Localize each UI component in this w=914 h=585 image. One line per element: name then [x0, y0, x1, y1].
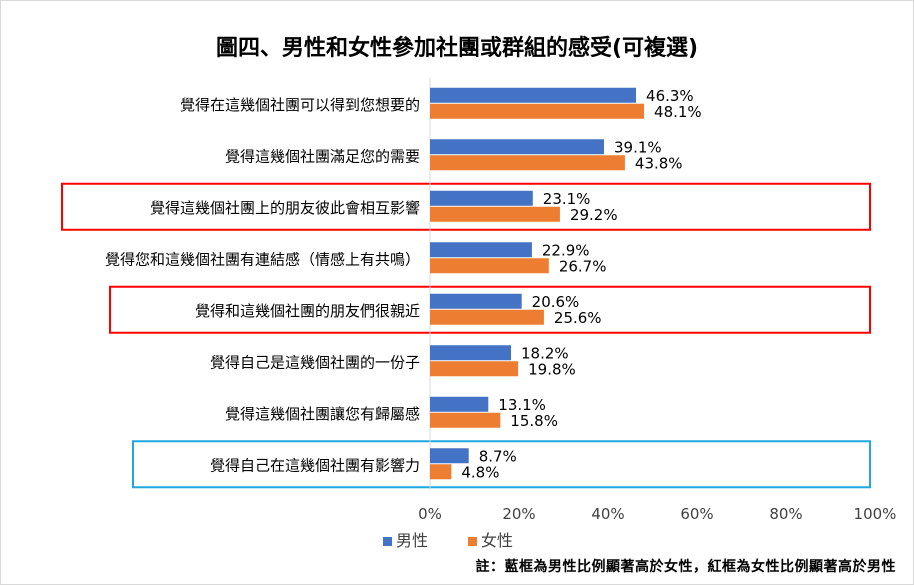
data-label-male: 22.9%	[542, 241, 590, 259]
bar-male	[430, 242, 532, 258]
legend: 男性 女性	[383, 527, 513, 551]
data-label-female: 29.2%	[570, 206, 618, 224]
bar-female	[430, 206, 560, 222]
data-label-male: 13.1%	[498, 396, 546, 414]
highlight-box	[109, 285, 871, 334]
data-label-male: 8.7%	[479, 447, 517, 465]
data-label-female: 43.8%	[635, 154, 683, 172]
bar-male	[430, 139, 604, 155]
data-label-female: 25.6%	[554, 309, 602, 327]
legend-label-female: 女性	[481, 531, 514, 550]
category-label: 覺得這幾個社團讓您有歸屬感	[225, 405, 420, 423]
bar-female	[430, 155, 625, 171]
bar-female	[430, 412, 501, 428]
data-label-female: 15.8%	[510, 412, 558, 430]
category-label: 覺得自己是這幾個社團的一份子	[210, 353, 420, 371]
category-label: 覺得您和這幾個社團有連結感（情感上有共鳴）	[105, 250, 420, 268]
x-tick-label: 40%	[591, 505, 624, 523]
x-tick-label: 80%	[769, 505, 802, 523]
data-label-male: 20.6%	[532, 293, 580, 311]
bar-female	[430, 361, 519, 377]
x-tick-label: 100%	[854, 505, 897, 523]
bar-male	[430, 190, 533, 206]
data-label-female: 4.8%	[461, 463, 499, 481]
x-tick-label: 20%	[502, 505, 535, 523]
category-label: 覺得這幾個社團滿足您的需要	[225, 147, 420, 165]
bar-male	[430, 345, 511, 361]
data-label-male: 18.2%	[521, 344, 569, 362]
legend-swatch-male	[383, 537, 392, 546]
highlight-box	[132, 440, 871, 489]
category-label: 覺得自己在這幾個社團有影響力	[210, 456, 420, 474]
category-label: 覺得這幾個社團上的朋友彼此會相互影響	[150, 199, 420, 217]
bar-male	[430, 87, 637, 103]
highlight-box	[61, 182, 871, 231]
bar-male	[430, 448, 469, 464]
bar-female	[430, 464, 452, 480]
category-label: 覺得和這幾個社團的朋友們很親近	[195, 302, 420, 320]
bar-male	[430, 293, 522, 309]
legend-item-female: 女性	[468, 527, 513, 551]
legend-item-male: 男性	[383, 527, 428, 551]
legend-label-male: 男性	[396, 531, 429, 550]
data-label-female: 48.1%	[654, 103, 702, 121]
bar-female	[430, 103, 645, 119]
data-label-male: 39.1%	[614, 138, 662, 156]
category-label: 覺得在這幾個社團可以得到您想要的	[180, 96, 420, 114]
data-label-female: 26.7%	[559, 257, 607, 275]
data-label-male: 23.1%	[543, 190, 591, 208]
bar-female	[430, 309, 544, 325]
chart-note: 註：藍框為男性比例顯著高於女性，紅框為女性比例顯著高於男性	[475, 559, 896, 575]
x-tick-label: 60%	[680, 505, 713, 523]
bar-male	[430, 396, 489, 412]
data-label-male: 46.3%	[646, 87, 694, 105]
data-label-female: 19.8%	[528, 360, 576, 378]
bar-female	[430, 258, 549, 274]
chart-title: 圖四、男性和女性參加社團或群組的感受(可複選)	[215, 36, 699, 61]
legend-swatch-female	[468, 537, 478, 546]
x-tick-label: 0%	[418, 505, 442, 523]
